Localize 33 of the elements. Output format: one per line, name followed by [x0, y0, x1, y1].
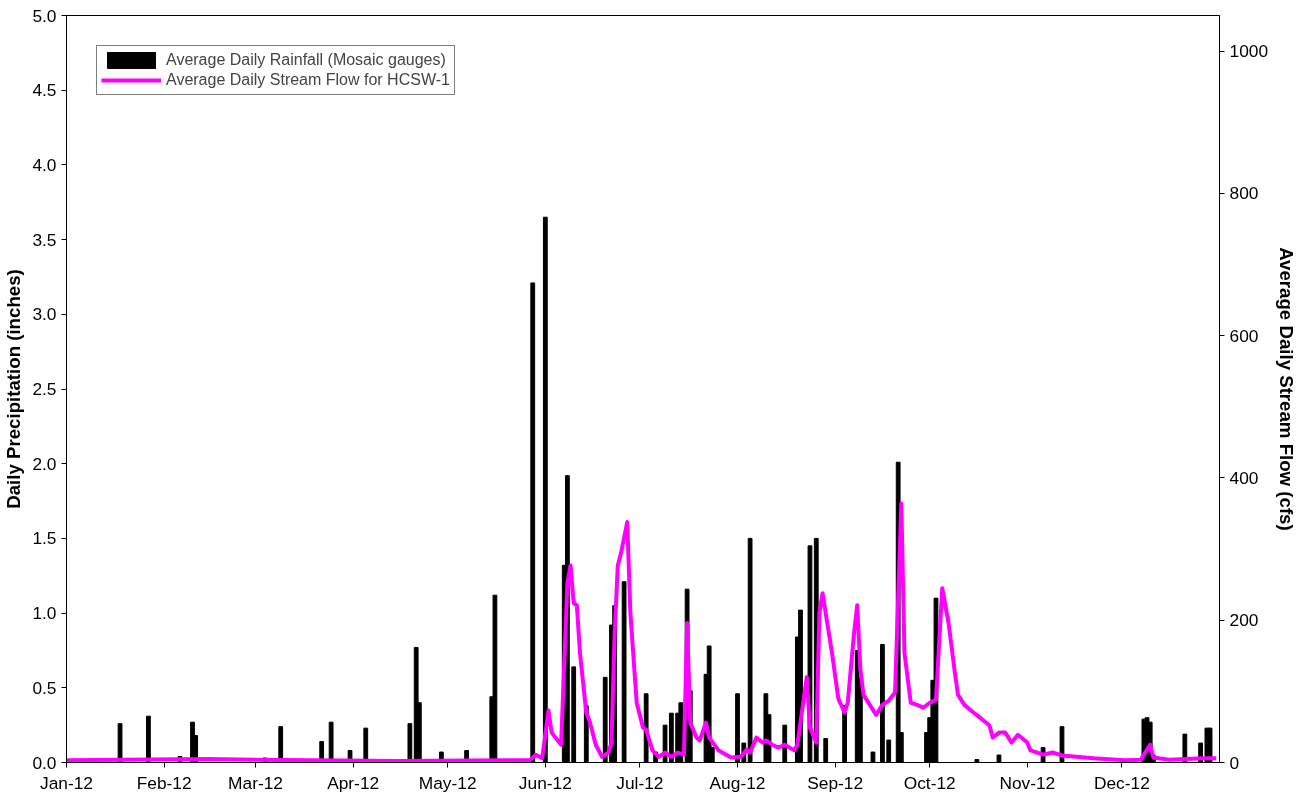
y-tick-label: 2.5	[32, 379, 57, 399]
y-tick-label: 4.5	[32, 80, 57, 101]
y-tick-label: 3.0	[32, 304, 57, 325]
y2-tick-label: 800	[1229, 183, 1259, 204]
x-tick-label: Aug-12	[709, 772, 766, 793]
x-tick-label: Feb-12	[136, 772, 192, 793]
x-tick-label: Oct-12	[903, 772, 956, 793]
x-tick-label: Apr-12	[327, 772, 380, 793]
y2-axis-title: Average Daily Stream Flow (cfs)	[1276, 247, 1298, 531]
y-tick-label: 0.0	[32, 752, 57, 773]
x-tick-label: Jun-12	[518, 772, 572, 793]
y2-tick-label: 1000	[1229, 41, 1269, 62]
y-tick-label: 0.5	[32, 677, 57, 698]
legend-label: Average Daily Rainfall (Mosaic gauges)	[166, 51, 446, 69]
y2-tick-label: 600	[1229, 325, 1259, 346]
legend-label: Average Daily Stream Flow for HCSW-1	[166, 71, 450, 89]
x-tick-label: Jul-12	[616, 772, 664, 793]
y-tick-label: 1.0	[32, 603, 57, 624]
y-tick-label: 5.0	[32, 5, 57, 26]
y-tick-label: 1.5	[32, 528, 57, 549]
x-tick-label: Nov-12	[999, 772, 1056, 793]
y2-tick-label: 400	[1229, 467, 1259, 488]
y-tick-label: 3.5	[32, 229, 57, 250]
y-axis-title: Daily Precipitation (inches)	[3, 269, 25, 509]
y-tick-label: 4.0	[32, 154, 57, 175]
y2-tick-label: 0	[1229, 752, 1240, 773]
y2-tick-label: 200	[1229, 610, 1259, 631]
x-tick-label: Jan-12	[40, 772, 93, 793]
x-tick-label: Sep-12	[807, 772, 864, 793]
x-tick-label: May-12	[418, 772, 477, 793]
y-tick-label: 2.0	[32, 453, 57, 474]
x-tick-label: Dec-12	[1093, 772, 1150, 793]
x-tick-label: Mar-12	[228, 772, 283, 793]
